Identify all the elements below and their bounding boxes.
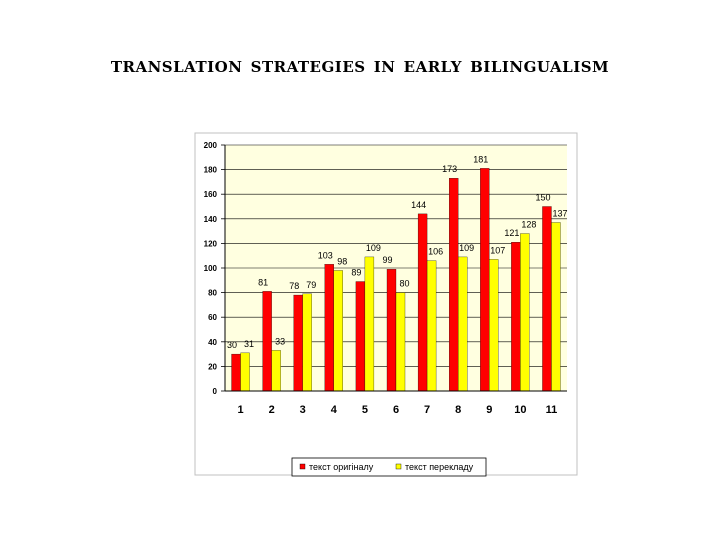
legend: текст оригіналу текст перекладу: [291, 457, 487, 477]
bar-series-1: [542, 206, 552, 392]
y-tick-label: 160: [204, 190, 218, 199]
bar-series-1: [231, 353, 241, 392]
legend-swatch-series-2: [395, 463, 402, 470]
y-tick-label: 60: [208, 313, 217, 322]
bar-series-2: [364, 256, 375, 392]
bar-series-2: [395, 292, 406, 392]
y-tick-label: 0: [213, 387, 218, 396]
bar-series-2: [551, 222, 561, 392]
x-tick-label: 10: [514, 404, 526, 416]
bars: [231, 168, 561, 392]
data-label-series-2: 109: [366, 243, 381, 253]
bar-series-1: [386, 269, 397, 392]
bar-series-1: [511, 242, 521, 392]
x-tick-label: 9: [486, 404, 492, 416]
bar-series-2: [271, 350, 281, 392]
x-tick-label: 3: [300, 404, 306, 416]
y-axis-ticks: 0 20 40 60 80 100 120 140 160 180 200: [204, 141, 225, 396]
x-tick-label: 2: [269, 404, 275, 416]
legend-box: [291, 457, 487, 477]
data-label-series-2: 80: [399, 279, 409, 289]
data-label-series-1: 78: [289, 281, 299, 291]
data-label-series-2: 128: [521, 220, 536, 230]
bar-series-1: [449, 178, 459, 392]
data-label-series-2: 98: [337, 256, 347, 266]
bar-series-1: [262, 291, 272, 392]
data-label-series-1: 173: [442, 164, 457, 174]
data-label-series-1: 103: [318, 250, 333, 260]
bar-series-1: [293, 294, 303, 392]
bar-series-1: [417, 213, 428, 392]
legend-label-series-1: текст оригіналу: [309, 462, 374, 472]
data-label-series-2: 31: [244, 339, 254, 349]
data-label-series-1: 181: [473, 154, 488, 164]
data-label-series-2: 33: [275, 336, 285, 346]
data-label-series-1: 121: [504, 228, 519, 238]
data-label-series-1: 30: [227, 340, 237, 350]
y-tick-label: 180: [204, 166, 218, 175]
bar-series-1: [355, 281, 366, 392]
data-label-series-1: 144: [411, 200, 426, 210]
x-tick-label: 7: [424, 404, 430, 416]
bar-series-2: [426, 260, 437, 392]
x-tick-label: 8: [455, 404, 461, 416]
y-tick-label: 140: [204, 215, 218, 224]
x-axis-ticks: 1 2 3 4 5 6 7 8 9 10 11: [237, 404, 557, 416]
bar-series-2: [458, 256, 468, 392]
legend-swatch-series-1: [299, 463, 306, 470]
bar-series-2: [302, 293, 312, 392]
x-tick-label: 4: [331, 404, 338, 416]
bar-series-2: [240, 352, 250, 392]
data-label-series-2: 106: [428, 247, 443, 257]
bar-series-1: [324, 264, 334, 392]
data-label-series-2: 109: [459, 243, 474, 253]
legend-label-series-2: текст перекладу: [405, 462, 474, 472]
data-label-series-1: 150: [535, 193, 550, 203]
bar-series-2: [333, 270, 343, 392]
chart-title: translation strategies in early bilingua…: [110, 52, 610, 78]
data-label-series-2: 107: [490, 245, 505, 255]
data-label-series-2: 79: [306, 280, 316, 290]
data-label-series-2: 137: [552, 208, 567, 218]
y-tick-label: 120: [204, 239, 218, 248]
data-label-series-1: 81: [258, 277, 268, 287]
x-tick-label: 11: [546, 404, 558, 416]
x-tick-label: 1: [237, 404, 243, 416]
bar-series-1: [480, 168, 490, 392]
data-label-series-1: 99: [382, 255, 392, 265]
x-tick-label: 6: [393, 404, 399, 416]
y-tick-label: 100: [204, 264, 218, 273]
y-tick-label: 40: [208, 338, 217, 347]
y-tick-label: 80: [208, 289, 217, 298]
data-label-series-1: 89: [351, 268, 361, 278]
bar-series-2: [520, 233, 530, 392]
y-tick-label: 20: [208, 362, 217, 371]
bar-series-2: [489, 259, 499, 392]
y-tick-label: 200: [204, 141, 218, 150]
x-tick-label: 5: [362, 404, 368, 416]
